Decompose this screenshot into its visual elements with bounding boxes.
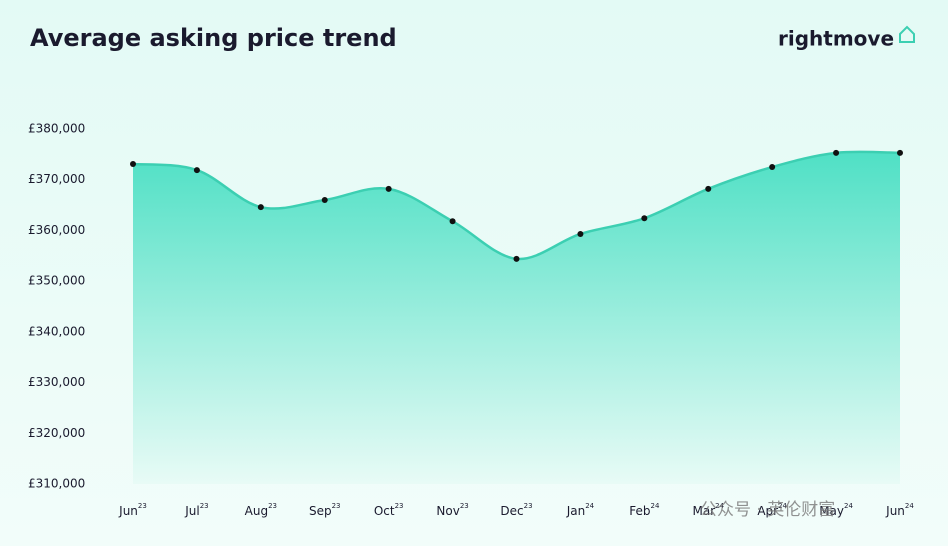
x-tick-label: Aug23: [245, 502, 277, 518]
x-tick-label: Feb24: [629, 502, 660, 518]
year: 23: [200, 502, 209, 510]
x-tick-label: Jul23: [184, 502, 208, 518]
data-point: [577, 230, 584, 237]
month: Mar: [692, 504, 715, 518]
year: 23: [138, 502, 147, 510]
month: Jun: [118, 504, 138, 518]
data-point: [705, 185, 712, 192]
x-tick-label: Nov23: [436, 502, 468, 518]
y-tick-label: £350,000: [28, 274, 85, 288]
month: Jul: [184, 504, 199, 518]
year: 23: [460, 502, 469, 510]
data-point: [897, 149, 903, 156]
month: Sep: [309, 504, 332, 518]
y-tick-label: £380,000: [28, 122, 85, 136]
logo-icon: [899, 25, 915, 43]
data-point: [321, 197, 328, 203]
month: Oct: [374, 504, 395, 518]
year: 24: [715, 502, 724, 510]
x-tick-label: Apr24: [757, 502, 787, 518]
area-fill: [133, 151, 900, 484]
y-tick-label: £320,000: [28, 426, 85, 440]
data-point: [833, 149, 840, 156]
year: 23: [395, 502, 404, 510]
x-tick-label: Dec23: [500, 502, 532, 518]
x-tick-label: Oct23: [374, 502, 404, 518]
data-point: [641, 215, 648, 222]
x-tick-label: Jan24: [566, 502, 595, 518]
year: 24: [778, 502, 787, 510]
year: 23: [332, 502, 341, 510]
data-point: [257, 204, 264, 211]
month: Feb: [629, 504, 650, 518]
y-tick-label: £360,000: [28, 223, 85, 237]
x-tick-label: Jun24: [885, 502, 914, 518]
y-tick-label: £310,000: [28, 477, 85, 491]
x-tick-label: Sep23: [309, 502, 341, 518]
data-point: [130, 160, 136, 167]
x-tick-label: Mar24: [692, 502, 724, 518]
year: 24: [585, 502, 594, 510]
month: Aug: [245, 504, 268, 518]
data-point: [513, 255, 520, 262]
month: Nov: [436, 504, 459, 518]
x-tick-label: May24: [819, 502, 853, 518]
watermark: 公众号 · 英伦财富: [700, 500, 835, 520]
year: 24: [905, 502, 914, 510]
y-tick-label: £330,000: [28, 375, 85, 389]
year: 24: [844, 502, 853, 510]
year: 23: [524, 502, 533, 510]
x-tick-label: Jun23: [118, 502, 147, 518]
year: 24: [650, 502, 659, 510]
month: Dec: [500, 504, 523, 518]
data-point: [449, 218, 456, 225]
data-point: [769, 164, 776, 171]
data-point: [385, 185, 392, 192]
month: May: [819, 504, 844, 518]
month: Jun: [885, 504, 905, 518]
data-point: [193, 167, 200, 174]
year: 23: [268, 502, 277, 510]
chart-title: Average asking price trend: [30, 24, 397, 52]
logo: rightmove: [778, 27, 894, 51]
month: Apr: [757, 504, 778, 518]
month: Jan: [566, 504, 586, 518]
y-tick-label: £340,000: [28, 324, 85, 338]
y-tick-label: £370,000: [28, 172, 85, 186]
